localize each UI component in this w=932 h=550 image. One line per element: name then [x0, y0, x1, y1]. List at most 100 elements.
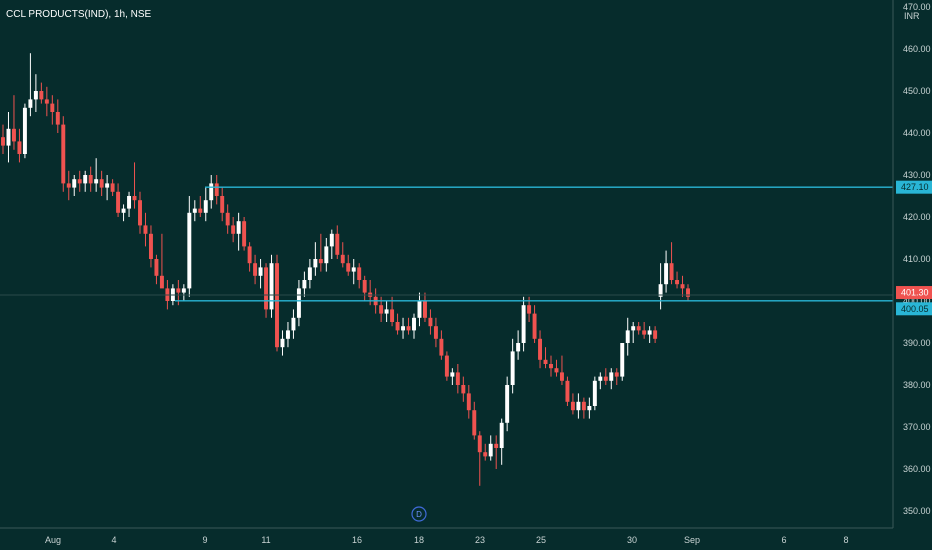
candle [236, 212, 241, 251]
candle [554, 359, 559, 377]
price-tick-label: 370.00 [903, 422, 931, 432]
candle-body [455, 372, 460, 385]
candle [192, 200, 197, 222]
candle-body [406, 326, 411, 331]
candle [44, 86, 49, 117]
candle [406, 317, 411, 335]
candle [83, 170, 88, 192]
time-axis[interactable]: Aug 4 9 11 16 18 23 25 30 Sep 6 8 [45, 535, 849, 545]
candle [592, 376, 597, 411]
candle-body [94, 179, 99, 184]
price-axis[interactable]: 350.00 360.00 370.00 380.00 390.00 400.00 410.… [903, 2, 931, 516]
candle [198, 196, 203, 217]
candle-body [176, 288, 181, 293]
candle [664, 250, 669, 293]
candle [269, 254, 274, 318]
time-tick-label: 23 [475, 535, 485, 545]
candle [620, 343, 625, 381]
candle-body [647, 330, 652, 335]
candle [209, 175, 214, 209]
candle-body [636, 326, 641, 331]
candle-body [11, 128, 16, 142]
candle [549, 355, 553, 377]
time-tick-label: 4 [111, 535, 116, 545]
chart-title: CCL PRODUCTS(IND), 1h, NSE [6, 9, 152, 20]
candle [253, 254, 258, 285]
candle [483, 443, 488, 461]
price-tick-label: 360.00 [903, 464, 931, 474]
candle [647, 326, 652, 343]
candle [357, 263, 362, 289]
candle [581, 397, 586, 419]
candle-body [428, 317, 433, 327]
candle-body [1, 137, 5, 146]
candle [187, 196, 192, 297]
candle-body [620, 343, 625, 377]
candle [335, 225, 340, 259]
candle-body [631, 326, 636, 331]
candle [72, 175, 77, 196]
candle-body [154, 259, 159, 276]
candle [214, 175, 219, 205]
time-tick-label: 8 [843, 535, 848, 545]
candle [127, 191, 132, 217]
candle [50, 95, 55, 125]
candle [351, 259, 356, 285]
candle-body [116, 191, 121, 213]
candle [6, 112, 11, 163]
candle [362, 275, 367, 301]
candle [598, 372, 603, 390]
candle [220, 187, 225, 222]
candle [22, 103, 27, 159]
candle [11, 95, 16, 150]
candle [340, 242, 345, 268]
candle-body [225, 212, 230, 226]
candle [417, 292, 422, 327]
candle-body [181, 288, 186, 293]
candle [275, 254, 279, 352]
candle-body [318, 259, 323, 264]
candle-body [198, 208, 203, 213]
candle-body [302, 280, 307, 289]
candle [450, 368, 455, 385]
candle [61, 116, 66, 192]
candle [559, 355, 564, 385]
candle [587, 397, 592, 419]
candle [521, 296, 526, 352]
price-tick-label: 380.00 [903, 380, 931, 390]
candle [543, 347, 548, 369]
candle [159, 233, 164, 289]
candle-body [422, 301, 427, 318]
dividend-marker[interactable]: D [411, 506, 427, 522]
candle-body [532, 313, 537, 339]
candle-body [121, 208, 126, 213]
candle [631, 322, 636, 343]
time-tick-label: Sep [684, 535, 700, 545]
candle [510, 338, 515, 394]
candle-body [488, 443, 493, 457]
candle [1, 124, 5, 154]
candle [488, 435, 493, 461]
candle-body [516, 343, 521, 352]
candle-body [609, 372, 614, 381]
candle [296, 280, 301, 327]
candle [538, 330, 543, 369]
candle [94, 158, 99, 192]
candle-body [675, 280, 680, 285]
candle-body [576, 401, 581, 411]
candle [565, 376, 570, 406]
time-tick-label: 16 [352, 535, 362, 545]
candle-body [307, 267, 312, 280]
candle [422, 292, 427, 322]
candle-body [77, 179, 82, 184]
candle [154, 254, 159, 285]
candle-body [472, 410, 477, 436]
candle-body [291, 317, 296, 331]
candle [105, 175, 110, 201]
candle-body [346, 263, 351, 272]
candle-body [132, 196, 137, 201]
candle [669, 242, 674, 285]
candle-body [203, 200, 208, 213]
candle-body [461, 385, 466, 394]
